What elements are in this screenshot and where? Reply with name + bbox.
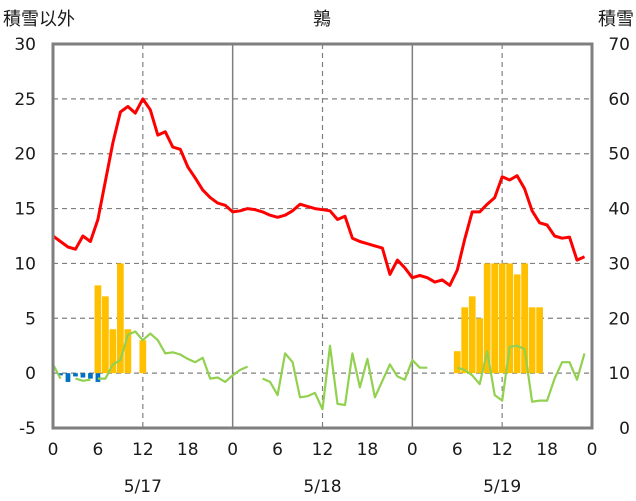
- plot-frame: [51, 42, 594, 430]
- precipitation-bar: [453, 351, 461, 374]
- right-axis-tick-label: 10: [608, 364, 630, 384]
- x-axis-tick-label: 12: [132, 440, 154, 460]
- negative-bar: [80, 373, 86, 378]
- series-lines: [52, 97, 586, 411]
- left-axis-tick-label: -5: [19, 419, 36, 439]
- x-axis-tick-label: 6: [452, 440, 463, 460]
- x-axis-tick-label: 18: [357, 440, 379, 460]
- precipitation-bar: [102, 296, 109, 374]
- precipitation-bar: [109, 329, 117, 374]
- precipitation-bar: [117, 263, 124, 374]
- precipitation-bar: [506, 263, 514, 374]
- x-axis-tick-label: 6: [272, 440, 283, 460]
- left-axis-tick-label: 5: [25, 309, 36, 329]
- right-axis-tick-label: 70: [608, 35, 630, 55]
- x-axis-tick-label: 18: [536, 440, 558, 460]
- precipitation-bar: [528, 307, 536, 374]
- precipitation-bar: [124, 329, 132, 374]
- x-axis-tick-labels: 0 6 12 18 0 6 12 18 0 6 12 18 0: [48, 440, 598, 460]
- wind-line: [262, 344, 428, 411]
- precipitation-bar: [483, 263, 491, 374]
- right-axis-tick-label: 0: [619, 419, 630, 439]
- x-axis-tick-label: 0: [407, 440, 418, 460]
- wind-line: [75, 377, 91, 382]
- right-axis-tick-label: 20: [608, 309, 630, 329]
- right-axis-tick-label: 60: [608, 90, 630, 110]
- temperature-line: [52, 97, 586, 287]
- precipitation-bars: [94, 263, 543, 374]
- left-axis-tick-label: 25: [14, 90, 36, 110]
- x-axis-tick-label: 12: [312, 440, 334, 460]
- precipitation-bar: [498, 263, 506, 374]
- precipitation-bar: [491, 263, 499, 374]
- x-axis-tick-label: 6: [93, 440, 104, 460]
- left-axis-tick-label: 15: [14, 200, 36, 220]
- x-axis-date-label: 5/18: [303, 477, 341, 497]
- right-axis-title: 積雪: [598, 9, 634, 30]
- left-axis-tick-label: 20: [14, 145, 36, 165]
- x-axis-date-label: 5/17: [124, 477, 162, 497]
- negative-bar: [88, 373, 93, 379]
- x-axis-date-label: 5/19: [483, 477, 521, 497]
- precipitation-bar: [521, 263, 528, 374]
- precipitation-bar: [139, 340, 147, 374]
- x-axis-tick-label: 0: [227, 440, 238, 460]
- precipitation-bar: [513, 274, 521, 374]
- left-axis-tick-label: 30: [14, 35, 36, 55]
- right-axis-tick-label: 40: [608, 200, 630, 220]
- x-axis-tick-label: 18: [177, 440, 199, 460]
- x-axis-tick-label: 0: [48, 440, 59, 460]
- precipitation-bar: [94, 285, 102, 374]
- precipitation-bar: [461, 307, 469, 374]
- precipitation-bar: [536, 307, 543, 374]
- left-axis-title: 積雪以外: [3, 9, 75, 30]
- chart-title: 鶉: [313, 9, 331, 30]
- negative-bar: [73, 373, 78, 377]
- wind-line: [456, 344, 586, 403]
- left-axis-tick-label: 0: [25, 364, 36, 384]
- x-axis-tick-label: 0: [587, 440, 598, 460]
- negative-bar: [58, 373, 63, 376]
- left-axis-tick-labels: -5 0 5 10 15 20 25 30: [14, 35, 36, 439]
- right-axis-tick-label: 50: [608, 145, 630, 165]
- x-axis-date-labels: 5/17 5/18 5/19: [124, 477, 522, 497]
- left-axis-tick-label: 10: [14, 254, 36, 274]
- precipitation-bar: [468, 296, 476, 374]
- precipitation-bar: [476, 318, 484, 374]
- wind-line: [97, 330, 249, 383]
- right-axis-tick-label: 30: [608, 254, 630, 274]
- x-axis-tick-label: 12: [491, 440, 513, 460]
- right-axis-tick-labels: 0 10 20 30 40 50 60 70: [608, 35, 630, 439]
- negative-bar: [65, 373, 71, 382]
